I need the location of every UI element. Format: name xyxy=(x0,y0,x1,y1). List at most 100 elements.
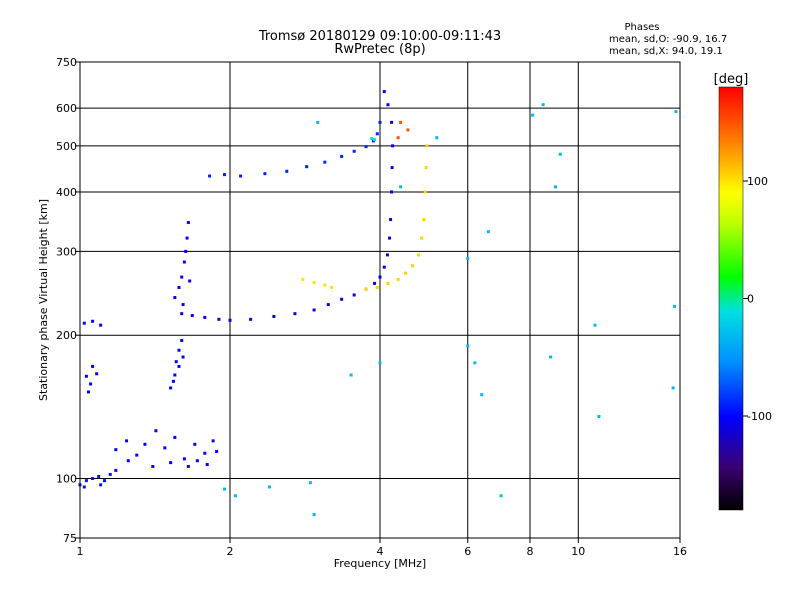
data-point xyxy=(99,483,103,487)
x-tick-label: 6 xyxy=(464,545,471,558)
data-point xyxy=(82,321,86,325)
colorbar-ticks: 100 0 -100 xyxy=(743,175,772,423)
colorbar-tick-label: 0 xyxy=(747,293,754,306)
x-axis-label: Frequency [MHz] xyxy=(334,557,426,570)
x-tick-label: 1 xyxy=(77,545,84,558)
data-point xyxy=(186,221,190,225)
data-point xyxy=(180,338,184,342)
data-point xyxy=(390,190,394,194)
data-point xyxy=(549,355,553,359)
data-point xyxy=(466,344,470,348)
data-point xyxy=(180,275,184,279)
data-point xyxy=(233,494,237,498)
data-point xyxy=(424,166,428,170)
data-point xyxy=(285,169,289,173)
data-point xyxy=(340,154,344,158)
data-point xyxy=(330,285,334,289)
data-point xyxy=(263,172,267,176)
data-point xyxy=(169,461,173,465)
data-point xyxy=(480,393,484,397)
x-tick-label: 16 xyxy=(673,545,687,558)
data-point xyxy=(301,277,305,281)
data-point xyxy=(378,275,382,279)
data-point xyxy=(593,323,597,327)
x-tick-label: 10 xyxy=(571,545,585,558)
data-point xyxy=(182,260,186,264)
data-point xyxy=(389,218,393,222)
data-point xyxy=(208,174,212,178)
data-point xyxy=(553,185,557,189)
chart-subtitle: RwPretec (8p) xyxy=(334,42,425,57)
data-point xyxy=(205,463,209,467)
data-point xyxy=(99,323,103,327)
y-tick-label: 200 xyxy=(56,329,77,342)
data-point xyxy=(190,314,194,318)
data-point xyxy=(473,361,477,365)
grid xyxy=(80,62,680,538)
data-point xyxy=(114,448,118,452)
data-point xyxy=(386,103,390,107)
colorbar-tick-label: -100 xyxy=(747,410,772,423)
data-point xyxy=(91,364,95,368)
x-tick-label: 8 xyxy=(527,545,534,558)
data-point xyxy=(182,457,186,461)
chart-title: Tromsø 20180129 09:10:00-09:11:43 xyxy=(258,29,501,44)
colorbar-tick-label: 100 xyxy=(747,175,768,188)
data-point xyxy=(151,464,155,468)
data-point xyxy=(228,318,232,322)
data-point xyxy=(84,479,88,483)
data-point xyxy=(203,451,207,455)
data-point xyxy=(89,382,93,386)
data-point xyxy=(420,236,424,240)
data-point xyxy=(312,513,316,517)
data-point xyxy=(185,236,189,240)
data-point xyxy=(272,314,276,318)
data-point xyxy=(177,285,181,289)
x-axis: 1 2 4 6 8 10 16 xyxy=(77,538,687,558)
data-point xyxy=(203,315,207,319)
data-point xyxy=(399,185,403,189)
data-point xyxy=(171,379,175,383)
data-point xyxy=(364,145,368,149)
data-point xyxy=(499,494,503,498)
data-point xyxy=(217,317,221,321)
y-tick-label: 400 xyxy=(56,186,77,199)
data-point xyxy=(386,281,390,285)
data-point xyxy=(364,287,368,291)
data-point xyxy=(385,253,389,257)
y-tick-label: 300 xyxy=(56,245,77,258)
y-tick-label: 75 xyxy=(63,532,77,545)
data-point xyxy=(373,281,377,285)
y-tick-label: 600 xyxy=(56,102,77,115)
phases-box-line1: mean, sd,O: -90.9, 16.7 xyxy=(609,34,727,45)
data-point xyxy=(181,355,185,359)
data-point xyxy=(86,390,90,394)
data-point xyxy=(399,120,403,124)
data-point xyxy=(173,296,177,300)
data-point xyxy=(403,271,407,275)
data-point xyxy=(486,230,490,234)
data-point xyxy=(114,468,118,472)
data-point xyxy=(390,120,394,124)
data-point xyxy=(417,253,421,257)
data-point xyxy=(375,132,379,136)
phases-box-line2: mean, sd,X: 94.0, 19.1 xyxy=(609,46,723,57)
data-point xyxy=(82,485,86,489)
data-point xyxy=(411,264,415,268)
data-point xyxy=(125,439,129,443)
data-point xyxy=(370,137,374,141)
data-point xyxy=(169,386,173,390)
y-tick-label: 750 xyxy=(56,56,77,69)
colorbar xyxy=(718,86,744,511)
data-point xyxy=(326,303,330,307)
data-point xyxy=(223,487,227,491)
data-point xyxy=(406,128,410,132)
data-point xyxy=(108,472,112,476)
data-point xyxy=(388,236,392,240)
data-point xyxy=(541,103,545,107)
data-point xyxy=(143,442,147,446)
data-point xyxy=(163,446,167,450)
data-point xyxy=(184,249,188,253)
data-point xyxy=(293,312,297,316)
